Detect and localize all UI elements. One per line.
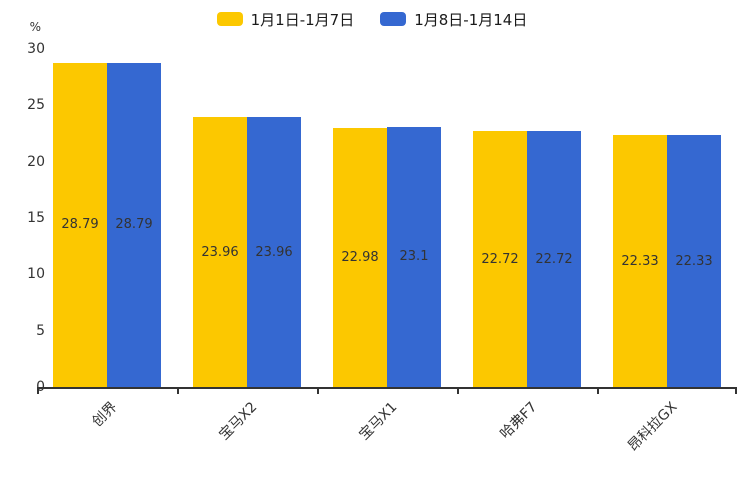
bar[interactable]: 28.79 bbox=[107, 62, 161, 387]
x-axis-tick bbox=[597, 389, 599, 394]
bar-value-label: 22.98 bbox=[341, 250, 379, 266]
legend-item-series-1[interactable]: 1月1日-1月7日 bbox=[216, 9, 355, 30]
y-axis-unit-label: % bbox=[29, 20, 41, 34]
bar-value-label: 28.79 bbox=[61, 217, 99, 233]
bar[interactable]: 22.33 bbox=[613, 135, 667, 387]
y-axis-tick-label: 15 bbox=[27, 210, 45, 226]
y-axis-tick-label: 30 bbox=[27, 41, 45, 57]
legend-swatch-icon bbox=[216, 12, 243, 26]
y-axis-tick-label: 20 bbox=[27, 153, 45, 170]
x-axis-tick bbox=[735, 389, 737, 394]
x-axis-tick bbox=[177, 389, 179, 394]
legend-item-series-2[interactable]: 1月8日-1月14日 bbox=[380, 9, 527, 30]
x-axis-tick bbox=[457, 389, 459, 394]
legend-swatch-icon bbox=[380, 12, 407, 26]
x-axis-line bbox=[37, 387, 737, 389]
chart-legend: 1月1日-1月7日 1月8日-1月14日 bbox=[0, 8, 744, 30]
x-axis-category-label: 哈弗F7 bbox=[497, 399, 541, 443]
y-axis-tick-label: 25 bbox=[27, 97, 45, 114]
x-axis-category-label: 创界 bbox=[89, 399, 121, 431]
bar-value-label: 22.33 bbox=[621, 253, 659, 269]
bar-value-label: 22.72 bbox=[481, 251, 519, 267]
bar[interactable]: 22.72 bbox=[527, 131, 581, 387]
bar[interactable]: 23.1 bbox=[387, 126, 441, 387]
bar-value-label: 28.79 bbox=[115, 217, 153, 233]
bar-value-label: 23.1 bbox=[399, 249, 429, 265]
bar-value-label: 22.72 bbox=[535, 251, 573, 267]
legend-label: 1月8日-1月14日 bbox=[414, 10, 528, 29]
x-axis-tick bbox=[37, 389, 39, 394]
bar-value-label: 22.33 bbox=[675, 253, 713, 269]
bar[interactable]: 22.33 bbox=[667, 135, 721, 387]
y-axis-tick-label: 10 bbox=[27, 266, 45, 283]
bar-value-label: 23.96 bbox=[255, 244, 293, 260]
bar[interactable]: 28.79 bbox=[53, 62, 107, 387]
bar[interactable]: 23.96 bbox=[247, 117, 301, 387]
legend-label: 1月1日-1月7日 bbox=[250, 10, 355, 29]
y-axis-tick-label: 5 bbox=[36, 322, 45, 339]
x-axis-category-label: 昂科拉GX bbox=[624, 399, 681, 455]
bar-value-label: 23.96 bbox=[201, 244, 239, 260]
x-axis-tick bbox=[317, 389, 319, 394]
x-axis-category-label: 宝马X2 bbox=[216, 399, 261, 444]
bar[interactable]: 23.96 bbox=[193, 117, 247, 387]
bar[interactable]: 22.98 bbox=[333, 128, 387, 387]
bar[interactable]: 22.72 bbox=[473, 131, 527, 387]
x-axis-category-label: 宝马X1 bbox=[356, 399, 401, 444]
